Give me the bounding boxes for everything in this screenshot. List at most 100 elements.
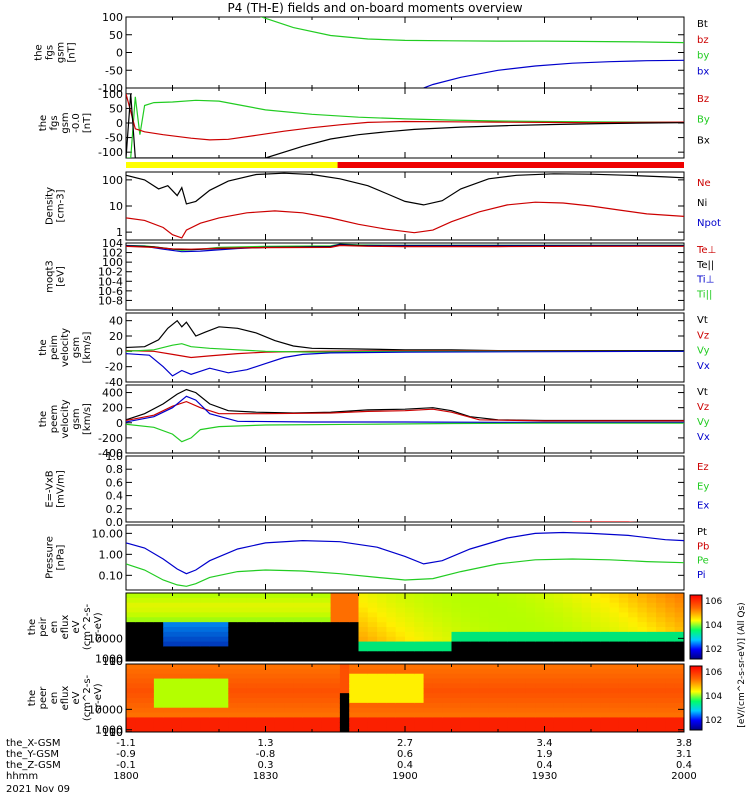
spectrogram-cell [228,617,239,623]
spectrogram-cell [163,612,174,618]
spectrogram-cell [618,693,629,699]
spectrogram-cell [609,602,620,609]
spectrogram-cell [451,607,462,614]
spectrogram-cell [377,612,387,618]
y-axis-label: [nPa] [56,544,67,570]
spectrogram-cell [228,722,239,728]
spectrogram-cell [507,717,518,723]
spectrogram-cell [367,683,378,689]
spectrogram-cell [377,693,387,699]
spectrogram-cell [200,673,211,680]
spectrogram-cell [172,627,183,633]
spectrogram-cell [544,698,555,704]
spectrogram-cell [609,702,620,709]
spectrogram-cell [516,702,527,709]
spectrogram-cell [516,622,527,628]
spectrogram-cell [246,641,257,648]
spectrogram-cell [628,631,639,638]
spectrogram-cell [395,693,406,699]
spectrogram-cell [525,593,536,599]
spectrogram-cell [377,707,387,714]
spectrogram-cell [358,722,369,728]
spectrogram-cell [507,707,518,714]
spectrogram-cell [126,612,136,618]
spectrogram-cell [674,622,684,628]
spectrogram-cell [414,707,425,714]
y-tick-label: 10000 [88,703,123,716]
spectrogram-cell [498,693,508,699]
y-tick-label: 1 [116,226,123,239]
spectrogram-cell [395,612,406,618]
spectrogram-cell [544,664,555,670]
y-tick-label: 100 [102,88,123,101]
spectrogram-cell [200,678,211,685]
spectrogram-cell [470,678,480,685]
spectrogram-cell [330,683,341,689]
spectrogram-cell [302,631,313,638]
spectrogram-cell [591,641,601,648]
spectrogram-cell [656,641,666,648]
spectrogram-cell [321,641,332,648]
spectrogram-cell [386,651,397,657]
spectrogram-cell [618,622,629,628]
spectrogram-cell [321,612,332,618]
spectrogram-cell [126,617,136,623]
spectrogram-cell [237,617,248,623]
z-gsm-tick-label: 0.4 [397,760,413,771]
spectrogram-cell [237,673,248,680]
spectrogram-cell [284,722,294,728]
spectrogram-cell [488,622,499,628]
spectrogram-cell [200,593,211,599]
spectrogram-cell [256,717,267,723]
spectrogram-cell [525,622,536,628]
spectrogram-cell [302,607,313,614]
spectrogram-cell [628,651,639,657]
spectrogram-cell [219,636,229,643]
spectrogram-cell [209,717,220,723]
spectrogram-cell [358,668,369,675]
spectrogram-cell [386,597,397,604]
spectrogram-cell [200,722,211,728]
spectrogram-cell [135,668,146,675]
spectrogram-cell [219,627,229,633]
spectrogram-cell [442,646,453,652]
spectrogram-cell [674,712,684,719]
y-tick-label: 10 [109,655,123,668]
spectrogram-cell [572,627,583,633]
spectrogram-cell [144,702,155,709]
y-tick-label: -40 [105,376,123,389]
spectrogram-cell [135,717,146,723]
spectrogram-cell [665,631,676,638]
spectrogram-cell [460,593,471,599]
spectrogram-cell [618,636,629,643]
spectrogram-cell [581,636,592,643]
spectrogram-cell [628,593,639,599]
spectrogram-cell [591,668,601,675]
spectrogram-cell [414,612,425,618]
spectrogram-cell [544,717,555,723]
spectrogram-cell [609,627,620,633]
spectrogram-cell [665,651,676,657]
spectrogram-cell [367,593,378,599]
spectrogram-cell [544,683,555,689]
spectrogram-cell [646,597,657,604]
spectrogram-cell [377,698,387,704]
spectrogram-cell [507,631,518,638]
spectrogram-cell [553,698,564,704]
spectrogram-cell [321,698,332,704]
spectrogram-cell [181,717,192,723]
spectrogram-cell [628,712,639,719]
spectrogram-cell [312,593,322,599]
spectrogram-cell [237,688,248,694]
spectrogram-cell [656,602,666,609]
y-tick-label: -100 [98,146,123,159]
spectrogram-cell [284,673,294,680]
spectrogram-cell [535,622,546,628]
spectrogram-cell [228,597,239,604]
spectrogram-cell [302,651,313,657]
series-line-Vx [126,395,684,423]
spectrogram-cell [442,717,453,723]
spectrogram-cell [432,712,443,719]
spectrogram-cell [274,622,285,628]
